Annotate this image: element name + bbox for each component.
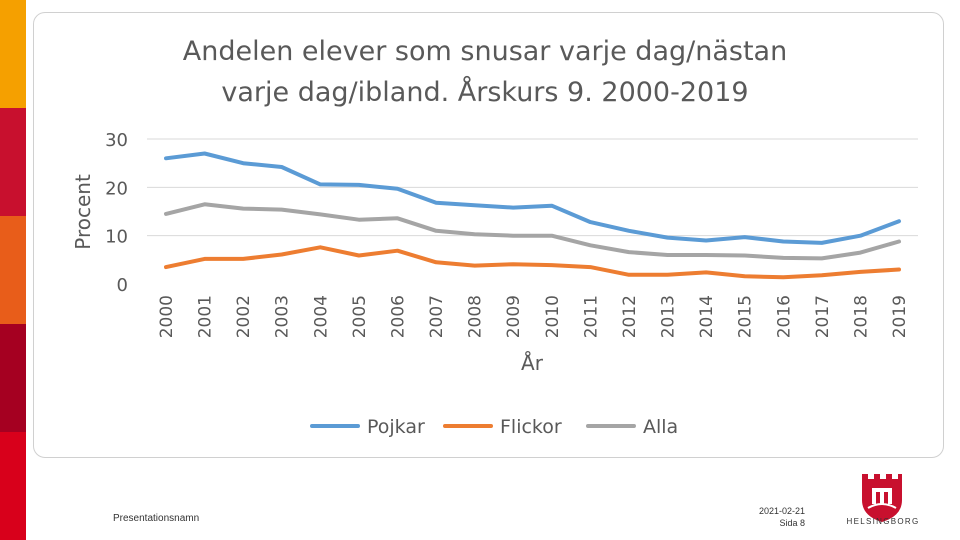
x-tick-label: 2003 [273,295,293,338]
x-tick-label: 2006 [388,295,408,338]
legend-label-flickor: Flickor [500,416,562,438]
x-axis-label: År [521,351,544,375]
y-axis-label: Procent [71,174,95,250]
footer-date-page: 2021-02-21 Sida 8 [735,505,805,529]
x-tick-label: 2012 [620,295,640,338]
x-tick-label: 2005 [350,295,370,338]
x-tick-label: 2010 [543,295,563,338]
footer-page-number: Sida 8 [779,518,805,528]
x-tick-label: 2007 [427,295,447,338]
series-line-flickor [164,245,901,280]
y-tick-label: 30 [105,130,128,151]
stripe-5 [0,432,26,540]
stripe-1 [0,0,26,108]
x-tick-label: 2004 [311,295,331,338]
x-tick-label: 2001 [196,295,216,338]
x-tick-label: 2011 [581,295,601,338]
x-tick-label: 2019 [890,295,910,338]
chart-title-line-1: Andelen elever som snusar varje dag/näst… [183,36,787,67]
stripe-3 [0,216,26,324]
series-line-pojkar [164,151,901,245]
chart-title-line-2: varje dag/ibland. Årskurs 9. 2000-2019 [221,76,748,108]
series-line-alla [164,202,901,261]
y-tick-label: 0 [117,275,128,296]
logo-wordmark: HELSINGBORG [846,517,920,526]
y-tick-label: 10 [105,227,128,248]
x-tick-label: 2018 [851,295,871,338]
footer-date: 2021-02-21 [758,506,805,516]
x-tick-label: 2002 [234,295,254,338]
footer-presentation-name: Presentationsnamn [113,513,200,524]
x-tick-label: 2017 [813,295,833,338]
stripe-2 [0,108,26,216]
x-tick-label: 2016 [774,295,794,338]
stripe-4 [0,324,26,432]
x-tick-label: 2009 [504,295,524,338]
y-tick-label: 20 [105,178,128,199]
legend-label-alla: Alla [643,416,678,438]
helsingborg-crest-logo [862,474,902,522]
x-tick-label: 2000 [157,295,177,338]
x-tick-label: 2015 [736,295,756,338]
x-tick-label: 2008 [466,295,486,338]
x-tick-label: 2013 [659,295,679,338]
x-tick-label: 2014 [697,295,717,338]
legend-label-pojkar: Pojkar [367,416,425,438]
